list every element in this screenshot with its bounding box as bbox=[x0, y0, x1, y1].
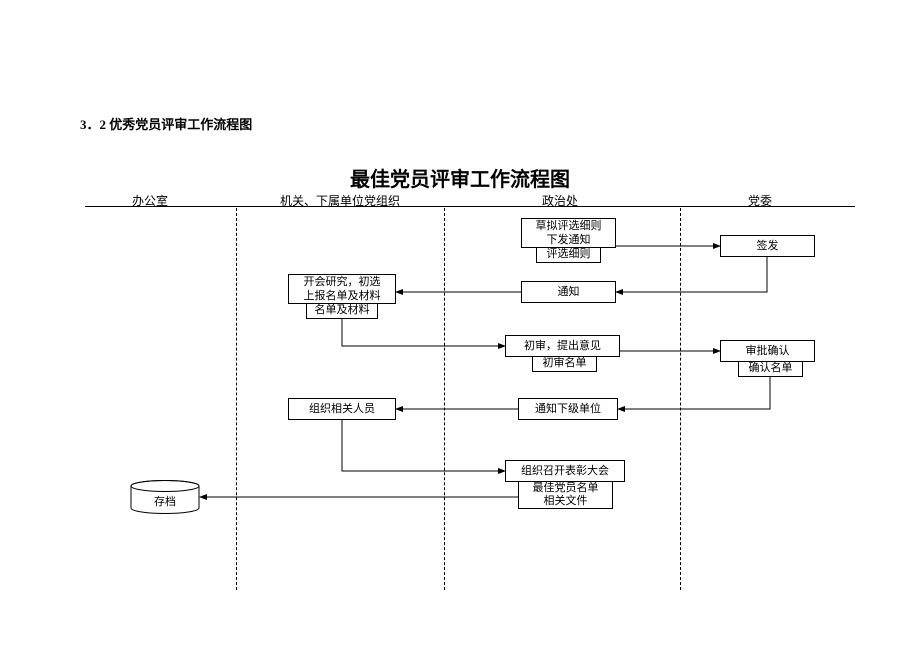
node-approve: 审批确认 bbox=[720, 340, 815, 362]
page-heading: 3．2 优秀党员评审工作流程图 bbox=[80, 114, 252, 133]
header-underline bbox=[85, 206, 855, 207]
node-meeting-sub: 名单及材料 bbox=[306, 303, 378, 319]
node-notify-sub-unit: 通知下级单位 bbox=[518, 398, 618, 420]
node-prelim-sub: 初审名单 bbox=[532, 356, 597, 372]
node-ceremony-sub: 最佳党员名单 相关文件 bbox=[518, 481, 613, 509]
node-draft: 草拟评选细则 下发通知 bbox=[521, 218, 616, 248]
node-organize: 组织相关人员 bbox=[288, 398, 396, 420]
node-ceremony: 组织召开表彰大会 bbox=[505, 460, 625, 482]
node-issue: 签发 bbox=[720, 235, 815, 257]
connectors bbox=[0, 0, 920, 651]
lane-divider-3 bbox=[680, 208, 681, 590]
lane-divider-1 bbox=[236, 208, 237, 590]
node-meeting: 开会研究，初选 上报名单及材料 bbox=[288, 274, 396, 304]
node-notify: 通知 bbox=[521, 281, 616, 303]
node-approve-sub: 确认名单 bbox=[738, 361, 803, 377]
node-prelim: 初审，提出意见 bbox=[505, 335, 620, 357]
chart-title: 最佳党员评审工作流程图 bbox=[330, 163, 590, 192]
lane-divider-2 bbox=[444, 208, 445, 590]
node-archive-label: 存档 bbox=[130, 493, 200, 509]
node-draft-sub: 评选细则 bbox=[536, 247, 601, 263]
